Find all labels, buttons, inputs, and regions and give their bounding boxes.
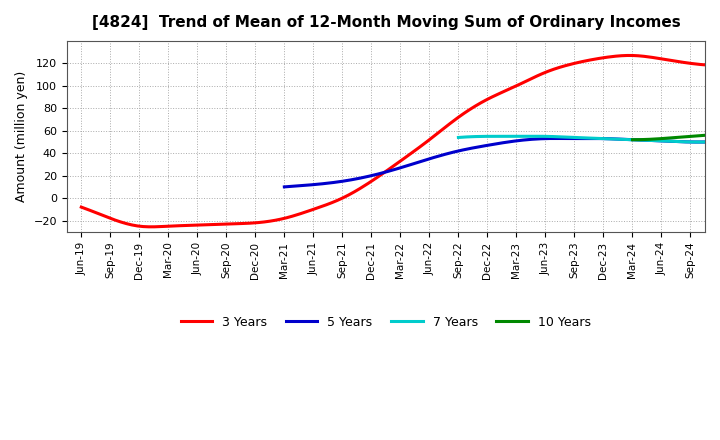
3 Years bbox=[577, 59, 586, 64]
Line: 7 Years: 7 Years bbox=[459, 128, 720, 142]
5 Years bbox=[282, 184, 291, 189]
7 Years bbox=[454, 135, 463, 140]
3 Years bbox=[626, 53, 634, 58]
10 Years bbox=[629, 137, 637, 143]
7 Years bbox=[713, 139, 720, 145]
7 Years bbox=[456, 135, 464, 140]
Line: 5 Years: 5 Years bbox=[284, 86, 720, 187]
7 Years bbox=[711, 139, 720, 145]
Line: 3 Years: 3 Years bbox=[81, 55, 720, 227]
3 Years bbox=[80, 205, 89, 211]
Line: 10 Years: 10 Years bbox=[632, 127, 720, 140]
3 Years bbox=[595, 56, 603, 61]
5 Years bbox=[675, 139, 684, 144]
5 Years bbox=[678, 139, 686, 144]
10 Years bbox=[629, 137, 638, 143]
5 Years bbox=[688, 139, 697, 145]
3 Years bbox=[580, 59, 589, 64]
Legend: 3 Years, 5 Years, 7 Years, 10 Years: 3 Years, 5 Years, 7 Years, 10 Years bbox=[176, 311, 595, 334]
5 Years bbox=[280, 184, 289, 190]
Title: [4824]  Trend of Mean of 12-Month Moving Sum of Ordinary Incomes: [4824] Trend of Mean of 12-Month Moving … bbox=[91, 15, 680, 30]
3 Years bbox=[77, 205, 86, 210]
3 Years bbox=[148, 224, 156, 230]
Y-axis label: Amount (million yen): Amount (million yen) bbox=[15, 71, 28, 202]
10 Years bbox=[628, 137, 636, 143]
